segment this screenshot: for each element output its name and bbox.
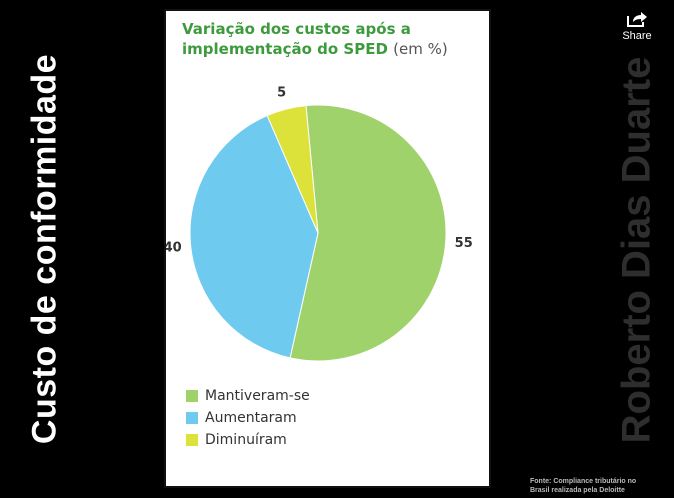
legend-item: Diminuíram [186,429,386,451]
pie-slice-mantiveram-se [289,104,447,362]
author-watermark: Roberto Dias Duarte [600,40,674,450]
side-title-text: Custo de conformidade [25,53,64,445]
chart-panel: Variação dos custos após a implementação… [164,9,491,488]
legend-swatch [186,390,198,402]
legend-swatch [186,434,198,446]
author-watermark-text: Roberto Dias Duarte [614,56,659,444]
pie-value-label: 40 [166,241,182,256]
legend-item: Aumentaram [186,407,386,429]
pie-chart: 55 40 5 [166,86,473,362]
chart-title: Variação dos custos após a implementação… [182,19,482,59]
legend-label: Mantiveram-se [205,388,310,404]
share-button[interactable]: Share [612,8,662,48]
source-line-2: Brasil realizada pela Deloitte [530,487,625,494]
source-note: Fonte: Compliance tributário no Brasil r… [530,477,674,495]
legend-swatch [186,412,198,424]
legend-item: Mantiveram-se [186,385,386,407]
pie-value-label: 55 [455,236,473,251]
source-line-1: Fonte: Compliance tributário no [530,478,637,485]
chart-legend: Mantiveram-se Aumentaram Diminuíram [186,385,386,451]
legend-label: Aumentaram [205,410,297,426]
chart-title-unit: (em %) [393,40,448,58]
pie-slice-aumentaram [189,114,319,359]
side-title: Custo de conformidade [0,0,90,498]
share-label: Share [622,30,652,42]
pie-value-label: 5 [277,86,286,101]
legend-label: Diminuíram [205,432,287,448]
chart-title-main: Variação dos custos após a implementação… [182,20,411,58]
share-icon [627,12,647,27]
pie-slice-diminuiram [266,105,319,234]
